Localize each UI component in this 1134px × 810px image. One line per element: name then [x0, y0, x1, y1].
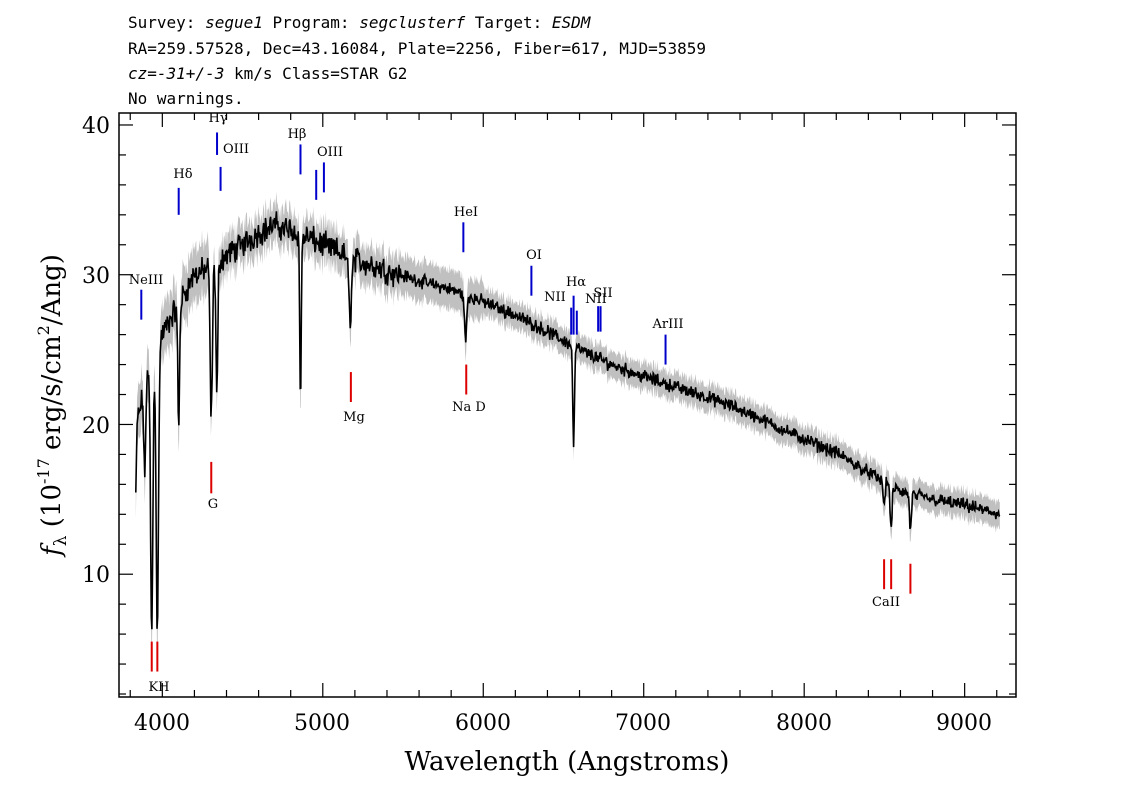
- y-tick-label: 20: [82, 414, 110, 439]
- y-axis-title: fλ (10-17 erg/s/cm2/Ang): [34, 254, 71, 558]
- label-mg: Mg: [343, 410, 365, 425]
- error-band-area: [135, 191, 1000, 657]
- plot-frame: [118, 112, 1017, 698]
- label-caii: CaII: [872, 595, 900, 610]
- label-sii: SII: [593, 286, 612, 301]
- error-band: [135, 191, 1000, 657]
- label-hdelta: Hδ: [173, 167, 192, 182]
- label-oiii-4363: OIII: [223, 142, 249, 157]
- y-tick-label: 10: [82, 563, 110, 588]
- header-line-1: Survey: segue1 Program: segclusterf Targ…: [128, 13, 592, 32]
- y-tick-labels: 10 20 30 40: [82, 114, 110, 588]
- label-neiii: NeIII: [129, 273, 163, 288]
- label-oiii-5007: OIII: [317, 145, 343, 160]
- spectral-line-markers: [140, 132, 912, 672]
- flux-line: [135, 211, 1001, 630]
- y-tick-label: 40: [82, 114, 110, 139]
- label-nii-6583: NII: [585, 292, 607, 307]
- header-line-4: No warnings.: [128, 89, 244, 108]
- x-tick-label: 5000: [294, 711, 350, 736]
- x-tick-label: 9000: [936, 711, 992, 736]
- label-kh: KH: [148, 680, 169, 695]
- label-nii-6548: NII: [544, 290, 566, 305]
- label-na-d: Na D: [452, 400, 486, 415]
- x-tick-label: 6000: [455, 711, 511, 736]
- x-tick-label: 4000: [134, 711, 190, 736]
- header-line-2: RA=259.57528, Dec=43.16084, Plate=2256, …: [128, 39, 706, 58]
- axis-ticks: [119, 113, 1016, 697]
- label-oi: OI: [526, 248, 542, 263]
- x-tick-label: 7000: [615, 711, 671, 736]
- label-hgamma: Hγ: [208, 111, 227, 126]
- label-hbeta: Hβ: [288, 127, 307, 142]
- x-axis-title: Wavelength (Angstroms): [405, 747, 730, 777]
- x-tick-labels: 4000 5000 6000 7000 8000 9000: [134, 711, 992, 736]
- flux-series-line: [135, 211, 1001, 630]
- line-labels: NeIII Hδ Hγ OIII Hβ OIII HeI OI NII Hα N…: [129, 111, 900, 695]
- y-tick-label: 30: [82, 264, 110, 289]
- header-line-3: cz=-31+/-3 km/s Class=STAR G2: [128, 64, 407, 83]
- x-tick-label: 8000: [776, 711, 832, 736]
- label-ariii: ArIII: [651, 317, 683, 332]
- label-halpha: Hα: [566, 275, 586, 290]
- label-hei: HeI: [454, 205, 478, 220]
- label-g: G: [208, 497, 218, 512]
